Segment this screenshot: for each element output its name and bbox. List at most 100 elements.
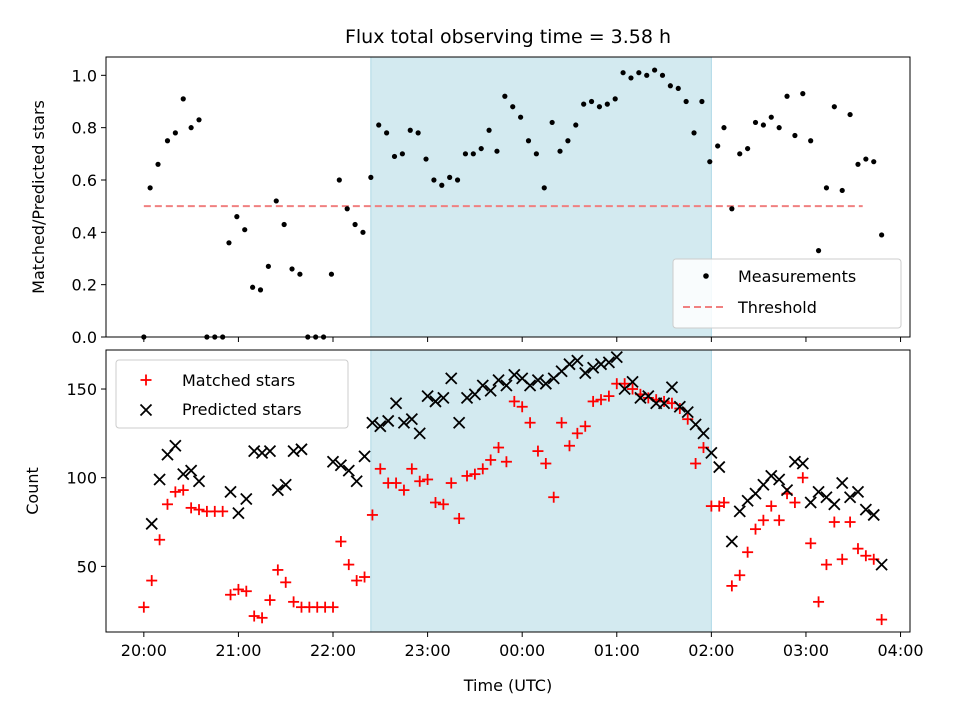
predicted-point-b: [765, 469, 778, 483]
predicted-point: [452, 416, 466, 429]
matched-point: [272, 564, 284, 576]
predicted-point: [843, 491, 857, 504]
predicted-point: [586, 361, 600, 374]
predicted-point: [571, 354, 584, 367]
predicted-point-b: [673, 400, 686, 413]
predicted-point: [263, 444, 277, 458]
matched-point: [789, 497, 801, 509]
matched-point: [437, 498, 449, 510]
ratio-legend: Measurements Threshold: [672, 258, 902, 329]
matched-point: [540, 458, 552, 470]
measurement-point: [344, 206, 350, 212]
matched-point: [852, 543, 864, 555]
measurement-point: [715, 143, 721, 149]
count-y-tick-label: 100: [66, 469, 97, 488]
measurement-point: [691, 130, 697, 136]
measurement-point: [863, 156, 869, 162]
measurement-point: [470, 151, 476, 157]
predicted-point: [713, 460, 726, 474]
predicted-point: [232, 507, 245, 520]
measurement-point: [776, 125, 782, 131]
matched-point: [773, 514, 785, 526]
predicted-point-b: [452, 416, 466, 429]
matched-point: [876, 614, 888, 626]
matched-point: [169, 486, 181, 498]
matched-point: [619, 378, 631, 390]
matched-point: [805, 537, 817, 549]
measurement-point: [368, 174, 374, 180]
measurement-point: [486, 127, 492, 133]
matched-point: [138, 601, 150, 613]
measurement-point: [604, 101, 610, 107]
measurement-point: [667, 83, 673, 89]
predicted-point-b: [867, 508, 880, 522]
predicted-point-b: [350, 475, 363, 488]
measurement-point: [721, 125, 727, 131]
measurement-point: [502, 93, 508, 99]
matched-point: [797, 472, 809, 484]
matched-point: [390, 477, 402, 489]
predicted-point: [413, 427, 426, 440]
matched-point: [757, 514, 769, 526]
predicted-point-b: [725, 535, 738, 548]
measurement-point: [234, 214, 240, 220]
measurement-point: [415, 130, 421, 136]
legend-measurements-marker: [703, 273, 709, 279]
legend-matched-label: Matched stars: [182, 371, 295, 390]
matched-point: [658, 395, 670, 407]
measurement-point: [652, 67, 658, 73]
predicted-point: [610, 350, 623, 364]
measurement-point: [431, 177, 437, 183]
predicted-point-b: [445, 372, 458, 385]
measurement-point: [257, 287, 264, 293]
measurement-point: [172, 130, 178, 136]
measurement-point: [462, 151, 469, 157]
predicted-point-b: [484, 384, 497, 397]
matched-point: [469, 468, 481, 480]
matched-point: [453, 512, 465, 524]
predicted-point: [374, 420, 387, 433]
predicted-point: [145, 517, 158, 530]
measurement-point: [407, 127, 413, 133]
predicted-point: [445, 372, 458, 385]
predicted-point-b: [413, 427, 426, 440]
matched-point: [193, 504, 205, 516]
count-y-tick-label: 150: [66, 380, 97, 399]
predicted-point-b: [460, 391, 474, 405]
measurement-point: [768, 114, 774, 120]
measurement-point: [707, 159, 713, 165]
predicted-point: [579, 366, 592, 380]
x-tick-label: 23:00: [405, 641, 451, 660]
measurement-point: [683, 98, 689, 105]
matched-point: [556, 417, 568, 429]
predicted-point-b: [224, 485, 237, 499]
measurement-point: [155, 161, 161, 167]
predicted-point: [531, 374, 545, 387]
predicted-point-b: [780, 483, 794, 497]
x-tick-label: 01:00: [594, 641, 640, 660]
matched-point: [508, 395, 520, 407]
predicted-point-b: [279, 478, 292, 491]
ratio-panel-frame: [105, 56, 911, 338]
predicted-point-b: [594, 358, 608, 371]
matched-point: [765, 500, 777, 512]
measurement-point: [164, 138, 171, 144]
predicted-point-b: [255, 446, 269, 460]
predicted-point: [875, 558, 888, 571]
matched-point: [563, 440, 575, 452]
predicted-point: [397, 416, 411, 429]
matched-point: [844, 516, 856, 528]
matched-point: [177, 484, 189, 496]
predicted-point: [382, 414, 395, 428]
predicted-point-b: [271, 483, 284, 497]
measurement-point: [675, 85, 681, 92]
predicted-point-b: [571, 354, 584, 367]
predicted-point-b: [342, 464, 355, 477]
matched-point: [828, 516, 840, 528]
measurement-point: [196, 117, 202, 123]
predicted-point-b: [689, 418, 702, 431]
predicted-point-b: [843, 491, 857, 504]
matched-point: [524, 417, 536, 429]
matched-point: [516, 401, 528, 413]
ratio-y-tick-label: 0.8: [72, 119, 97, 138]
